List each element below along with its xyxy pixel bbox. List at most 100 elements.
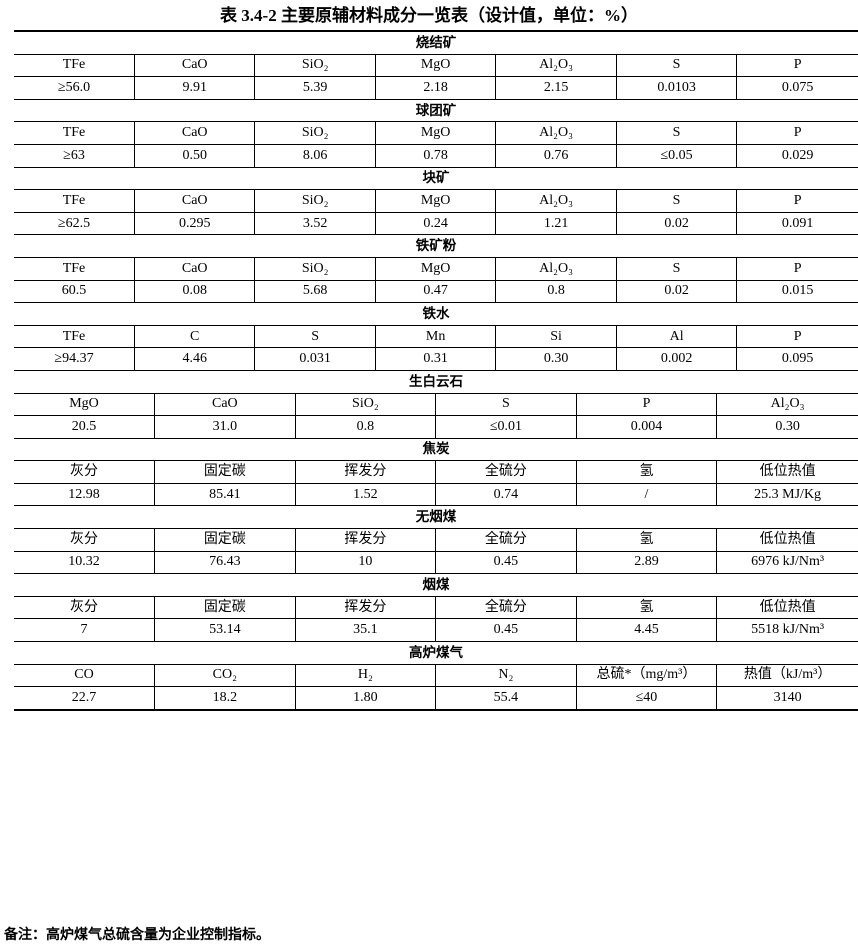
section-title: 块矿 [14, 166, 858, 191]
header-cell: Al [616, 324, 738, 349]
value-cell: 10.32 [14, 550, 156, 575]
header-cell: 灰分 [14, 595, 156, 620]
header-cell: N₂ [435, 663, 577, 688]
value-row: ≥62.5 0.295 3.52 0.24 1.21 0.02 0.091 [14, 211, 858, 236]
header-cell: Al₂O₃ [495, 53, 617, 78]
header-row: TFe C S Mn Si Al P [14, 324, 858, 349]
header-cell: MgO [14, 392, 156, 417]
header-cell: P [736, 256, 858, 281]
value-cell: 0.78 [375, 143, 497, 168]
header-cell: 氢 [576, 528, 718, 552]
header-cell: SiO₂ [254, 189, 376, 213]
value-cell: 4.46 [134, 347, 256, 371]
value-cell: 2.18 [375, 76, 497, 100]
value-cell: 60.5 [14, 279, 135, 304]
header-cell: CaO [134, 256, 256, 281]
value-cell: 55.4 [435, 686, 577, 711]
header-cell: 全硫分 [435, 528, 577, 552]
section-title: 生白云石 [14, 369, 858, 394]
header-row: 灰分 固定碳 挥发分 全硫分氢低位热值 [14, 460, 858, 484]
header-cell: CaO [134, 189, 256, 213]
value-cell: 5518 kJ/Nm³ [716, 618, 858, 643]
value-cell: 1.21 [495, 211, 617, 236]
section-title: 无烟煤 [14, 505, 858, 530]
value-cell: ≥94.37 [14, 347, 135, 371]
header-row: TFe CaO SiO₂ MgO Al₂O₃ S P [14, 121, 858, 145]
value-cell: 5.39 [254, 76, 376, 100]
value-cell: 0.095 [736, 347, 858, 371]
header-cell: TFe [14, 121, 135, 145]
header-cell: SiO₂ [254, 121, 376, 145]
section-title-row: 烧结矿 [14, 30, 858, 55]
value-cell: 0.075 [736, 76, 858, 100]
value-cell: 53.14 [154, 618, 296, 643]
value-cell: ≥62.5 [14, 211, 135, 236]
value-cell: 0.45 [435, 618, 577, 643]
value-cell: 85.41 [154, 482, 296, 507]
value-cell: 3140 [716, 686, 858, 711]
value-cell: 6976 kJ/Nm³ [716, 550, 858, 575]
value-cell: 5.68 [254, 279, 376, 304]
header-cell: SiO₂ [295, 392, 437, 417]
value-cell: 76.43 [154, 550, 296, 575]
header-cell: Al₂O₃ [495, 121, 617, 145]
header-cell: MgO [375, 256, 497, 281]
value-cell: 20.5 [14, 415, 156, 439]
header-cell: MgO [375, 53, 497, 78]
value-cell: 0.8 [495, 279, 617, 304]
value-cell: 18.2 [154, 686, 296, 711]
section-title-row: 烟煤 [14, 573, 858, 597]
value-cell: 0.08 [134, 279, 256, 304]
header-cell: CaO [134, 121, 256, 145]
value-cell: 0.02 [616, 279, 738, 304]
value-cell: 0.47 [375, 279, 497, 304]
header-cell: SiO₂ [254, 53, 376, 78]
header-cell: P [736, 53, 858, 78]
value-cell: ≤0.01 [435, 415, 577, 439]
value-cell: 8.06 [254, 143, 376, 168]
header-cell: TFe [14, 324, 135, 349]
header-cell: 全硫分 [435, 595, 577, 620]
value-cell: 10 [295, 550, 437, 575]
header-cell: Al₂O₃ [495, 256, 617, 281]
value-row: 12.98 85.41 1.52 0.74/25.3 MJ/Kg [14, 482, 858, 507]
header-cell: S [616, 256, 738, 281]
header-cell: Al₂O₃ [716, 392, 858, 417]
value-cell: 0.31 [375, 347, 497, 371]
value-cell: / [576, 482, 718, 507]
section-title: 高炉煤气 [14, 641, 858, 665]
header-row: CO CO₂ H₂ N₂ 总硫*（mg/m³） 热值（kJ/m³） [14, 663, 858, 688]
section-title-row: 无烟煤 [14, 505, 858, 530]
header-row: TFe CaO SiO₂ MgO Al₂O₃ S P [14, 189, 858, 213]
header-cell: Si [495, 324, 617, 349]
header-cell: 挥发分 [295, 460, 437, 484]
section-title-row: 生白云石 [14, 369, 858, 394]
header-cell: 氢 [576, 595, 718, 620]
header-row: MgO CaO SiO₂ S P Al₂O₃ [14, 392, 858, 417]
header-cell: S [435, 392, 577, 417]
header-cell: MgO [375, 121, 497, 145]
header-cell: Mn [375, 324, 497, 349]
header-cell: 挥发分 [295, 528, 437, 552]
section-title-row: 高炉煤气 [14, 641, 858, 665]
value-cell: 0.0103 [616, 76, 738, 100]
header-cell: 灰分 [14, 528, 156, 552]
section-title: 焦炭 [14, 437, 858, 462]
header-cell: S [616, 189, 738, 213]
header-cell: MgO [375, 189, 497, 213]
value-cell: 1.52 [295, 482, 437, 507]
value-cell: 12.98 [14, 482, 156, 507]
value-cell: ≤0.05 [616, 143, 738, 168]
header-cell: Al₂O₃ [495, 189, 617, 213]
value-cell: 0.8 [295, 415, 437, 439]
value-cell: ≥56.0 [14, 76, 135, 100]
section-title-row: 焦炭 [14, 437, 858, 462]
section-title-row: 铁矿粉 [14, 234, 858, 258]
header-cell: CO [14, 663, 156, 688]
materials-table: 烧结矿 TFe CaO SiO₂ MgO Al₂O₃ S P ≥56.0 9.91 5.39 2.18… [14, 30, 858, 711]
value-cell: 0.091 [736, 211, 858, 236]
value-row: 20.5 31.0 0.8 ≤0.01 0.004 0.30 [14, 415, 858, 439]
value-cell: 0.24 [375, 211, 497, 236]
header-cell: S [254, 324, 376, 349]
value-cell: 2.15 [495, 76, 617, 100]
